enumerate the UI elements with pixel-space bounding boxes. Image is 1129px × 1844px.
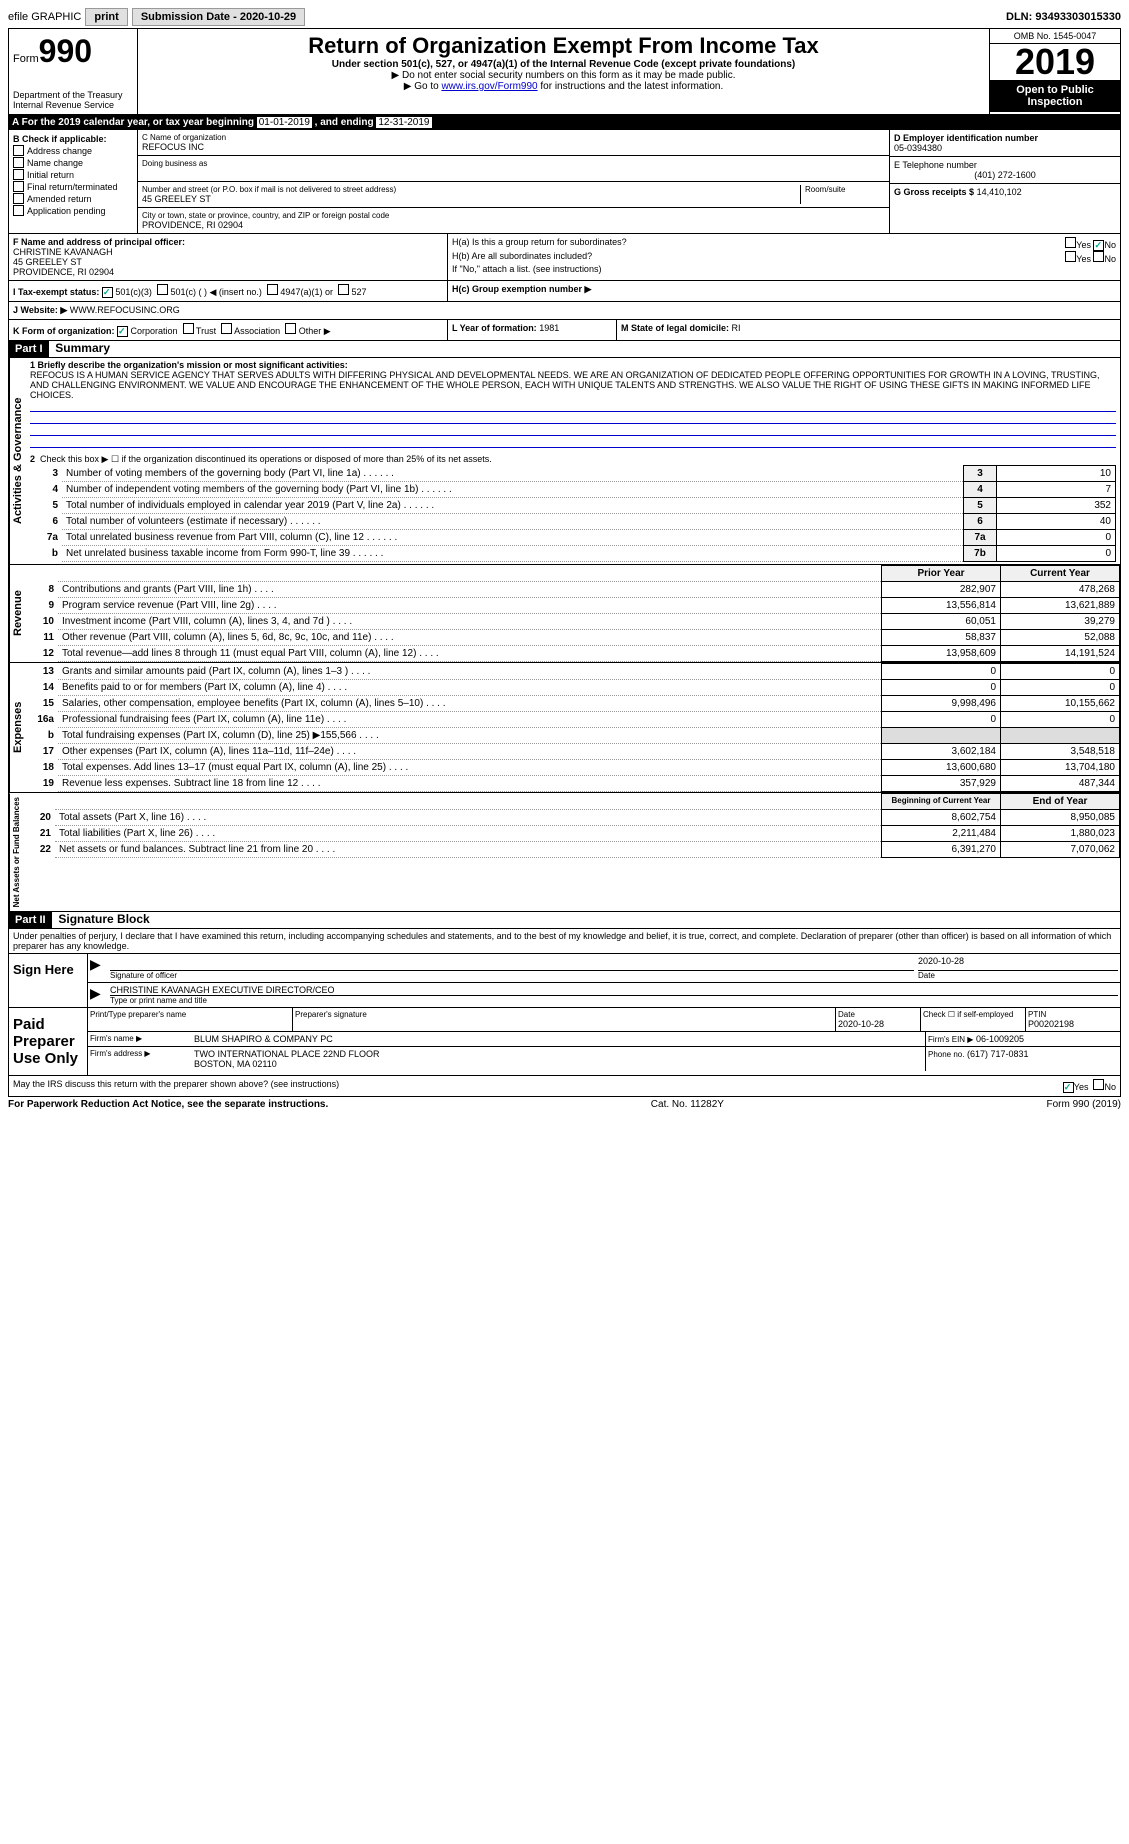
website-note: ▶ Go to www.irs.gov/Form990 for instruct… (142, 81, 985, 92)
paperwork-notice: For Paperwork Reduction Act Notice, see … (8, 1099, 328, 1110)
form-subtitle: Under section 501(c), 527, or 4947(a)(1)… (142, 59, 985, 70)
period-bar: A For the 2019 calendar year, or tax yea… (8, 115, 1121, 130)
entity-info: B Check if applicable: Address changeNam… (8, 130, 1121, 234)
section-b-header: B Check if applicable: (13, 134, 107, 144)
ptin: P00202198 (1028, 1019, 1118, 1029)
open-public: Open to Public Inspection (990, 80, 1120, 112)
officer-name: CHRISTINE KAVANAGH (13, 247, 113, 257)
dept-label: Department of the Treasury Internal Reve… (13, 90, 133, 110)
form-title: Return of Organization Exempt From Incom… (142, 33, 985, 59)
part2-header: Part II (9, 912, 52, 928)
firm-name: BLUM SHAPIRO & COMPANY PC (192, 1032, 926, 1046)
efile-label: efile GRAPHIC (8, 11, 81, 23)
gross-receipts: 14,410,102 (977, 187, 1022, 197)
form-number: Form990 (13, 33, 133, 70)
phone: (401) 272-1600 (894, 170, 1116, 180)
form-header: Form990 Department of the Treasury Inter… (8, 28, 1121, 115)
tax-year: 2019 (990, 44, 1120, 80)
top-bar: efile GRAPHIC print Submission Date - 20… (8, 8, 1121, 26)
part1-header: Part I (9, 341, 49, 357)
org-city: PROVIDENCE, RI 02904 (142, 220, 885, 230)
mission-text: REFOCUS IS A HUMAN SERVICE AGENCY THAT S… (30, 370, 1116, 400)
ein: 05-0394380 (894, 143, 942, 153)
irs-link[interactable]: www.irs.gov/Form990 (441, 81, 537, 92)
ssn-note: ▶ Do not enter social security numbers o… (142, 70, 985, 81)
org-name: REFOCUS INC (142, 142, 885, 152)
org-address: 45 GREELEY ST (142, 194, 800, 204)
dln-label: DLN: 93493303015330 (1006, 11, 1121, 23)
perjury-statement: Under penalties of perjury, I declare th… (8, 929, 1121, 954)
submission-date: Submission Date - 2020-10-29 (132, 8, 305, 26)
website: WWW.REFOCUSINC.ORG (70, 305, 180, 315)
officer-sig-name: CHRISTINE KAVANAGH EXECUTIVE DIRECTOR/CE… (110, 985, 1118, 996)
print-button[interactable]: print (85, 8, 127, 26)
